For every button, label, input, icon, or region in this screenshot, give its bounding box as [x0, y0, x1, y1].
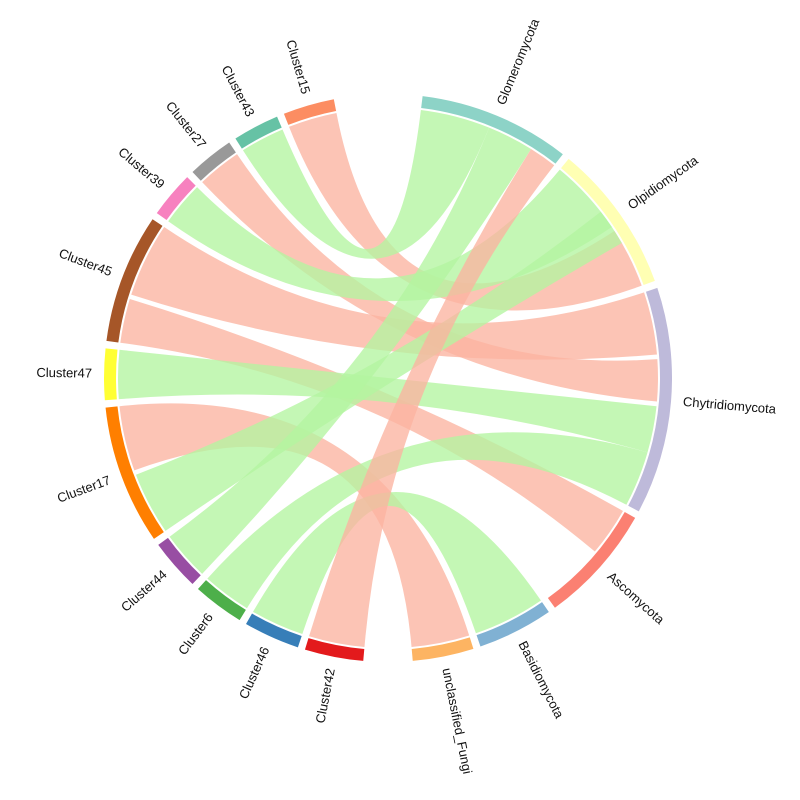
- chord-cluster17-olpidiomycota: [135, 211, 622, 531]
- sector-label-cluster6: Cluster6: [175, 610, 216, 658]
- chord-cluster46-basidiomycota: [253, 492, 541, 635]
- sector-label-cluster43: Cluster43: [219, 63, 258, 119]
- sector-arc-chytridiomycota: [628, 287, 672, 512]
- sector-arc-cluster45: [106, 219, 163, 343]
- chord-cluster47-chytridiomycota: [118, 349, 657, 453]
- sector-arc-cluster42: [304, 638, 365, 661]
- sector-arc-cluster47: [104, 348, 118, 401]
- sector-label-chytridiomycota: Chytridiomycota: [682, 394, 777, 417]
- sector-arc-ascomycota: [547, 511, 636, 608]
- sector-arc-cluster44: [158, 537, 201, 585]
- chord-cluster39-olpidiomycota: [168, 169, 612, 302]
- chord-cluster43-glomeromycota: [242, 110, 490, 259]
- sector-arc-olpidiomycota: [561, 158, 655, 285]
- sector-label-cluster27: Cluster27: [163, 98, 210, 151]
- chord-cluster45-chytridiomycota: [131, 227, 657, 360]
- sector-label-cluster42: Cluster42: [312, 667, 337, 724]
- sector-label-cluster15: Cluster15: [283, 38, 313, 96]
- sector-arc-cluster43: [235, 116, 282, 149]
- sector-arc-cluster6: [197, 580, 246, 621]
- sector-label-olpidiomycota: Olpidiomycota: [625, 152, 702, 212]
- sector-arc-cluster46: [246, 613, 302, 648]
- chord-cluster44-glomeromycota: [169, 127, 532, 574]
- sector-label-cluster47: Cluster47: [36, 365, 92, 381]
- sector-label-cluster45: Cluster45: [57, 245, 114, 279]
- chord-cluster27-chytridiomycota: [202, 154, 659, 402]
- chord-cluster42-glomeromycota: [309, 149, 555, 647]
- sector-label-cluster44: Cluster44: [118, 567, 170, 615]
- sector-arc-cluster27: [192, 142, 236, 181]
- sector-arc-basidiomycota: [476, 602, 549, 647]
- sector-label-cluster46: Cluster46: [236, 644, 273, 701]
- sector-arc-cluster17: [105, 406, 164, 539]
- chords-layer: [118, 110, 659, 647]
- sectors-layer: [104, 96, 672, 661]
- sector-label-ascomycota: Ascomycota: [605, 569, 668, 628]
- chord-cluster45-ascomycota: [120, 299, 623, 552]
- sector-arc-cluster39: [156, 177, 196, 221]
- sector-label-basidiomycota: Basidiomycota: [515, 638, 567, 721]
- sector-arc-cluster15: [283, 99, 337, 125]
- sector-label-glomeromycota: Glomeromycota: [493, 16, 542, 107]
- sector-label-cluster39: Cluster39: [115, 144, 167, 191]
- chord-cluster15-olpidiomycota: [289, 112, 642, 311]
- sector-label-cluster17: Cluster17: [55, 472, 112, 505]
- chord-cluster6-chytridiomycota: [207, 432, 648, 609]
- sector-label-unclassified_fungi: unclassified_Fungi: [439, 667, 475, 776]
- sector-arc-unclassified_fungi: [411, 637, 474, 661]
- sector-arc-glomeromycota: [421, 96, 563, 164]
